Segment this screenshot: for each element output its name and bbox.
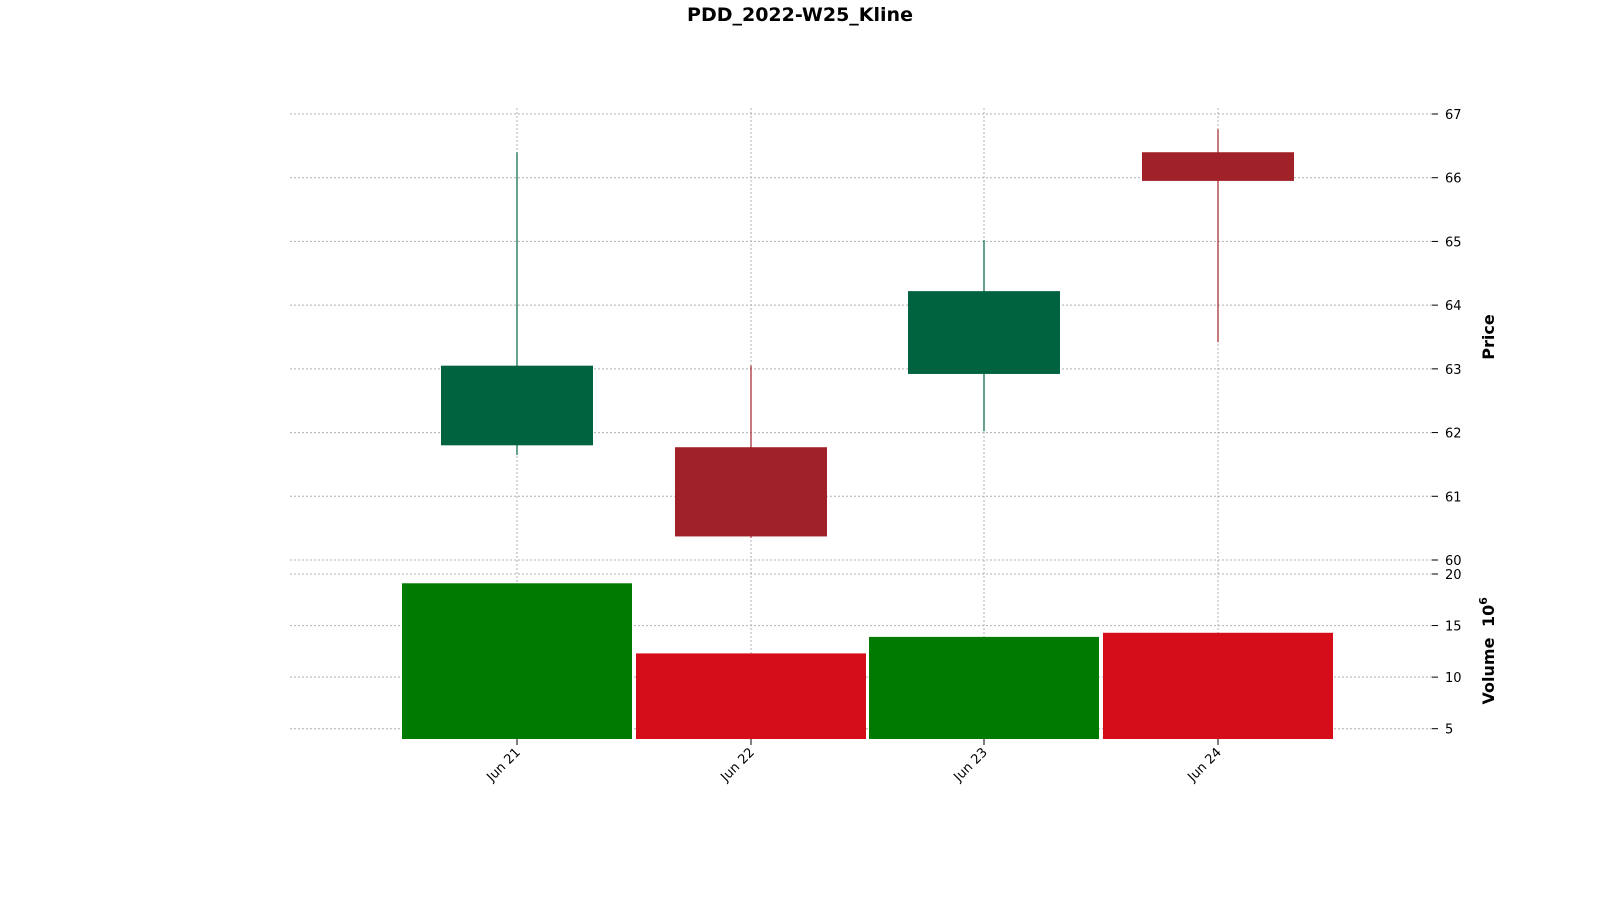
volume-bar: [869, 636, 1099, 739]
price-tick-label: 65: [1445, 235, 1462, 250]
volume-multiplier-label: 106: [1477, 597, 1498, 627]
volume-tick-label: 15: [1445, 620, 1462, 635]
volume-axis-label: Volume: [1479, 637, 1498, 704]
price-tick-label: 61: [1445, 490, 1462, 505]
price-tick-label: 60: [1445, 554, 1462, 569]
candle-body: [1142, 152, 1294, 181]
volume-bar: [402, 583, 632, 739]
candle-layer: [441, 129, 1294, 538]
price-tick-label: 63: [1445, 363, 1462, 378]
volume-tick-label: 5: [1445, 723, 1453, 738]
candle-body: [908, 291, 1060, 374]
volume-layer: [402, 583, 1333, 739]
candle-body: [441, 365, 593, 446]
volume-tick-label: 10: [1445, 671, 1462, 686]
price-tick-label: 62: [1445, 427, 1462, 442]
x-tick-label: Jun 21: [484, 745, 524, 785]
candle-body: [675, 447, 827, 537]
price-tick-label: 64: [1445, 299, 1462, 314]
price-axis-label: Price: [1479, 314, 1498, 360]
chart-title: PDD_2022-W25_Kline: [687, 4, 913, 26]
volume-bar: [1103, 632, 1333, 739]
price-tick-label: 67: [1445, 108, 1462, 123]
x-tick-label: Jun 24: [1185, 745, 1225, 785]
price-tick-label: 66: [1445, 172, 1462, 187]
x-tick-label: Jun 23: [951, 745, 991, 785]
volume-tick-label: 20: [1445, 568, 1462, 583]
volume-bar: [636, 653, 866, 739]
x-tick-label: Jun 22: [718, 745, 758, 785]
